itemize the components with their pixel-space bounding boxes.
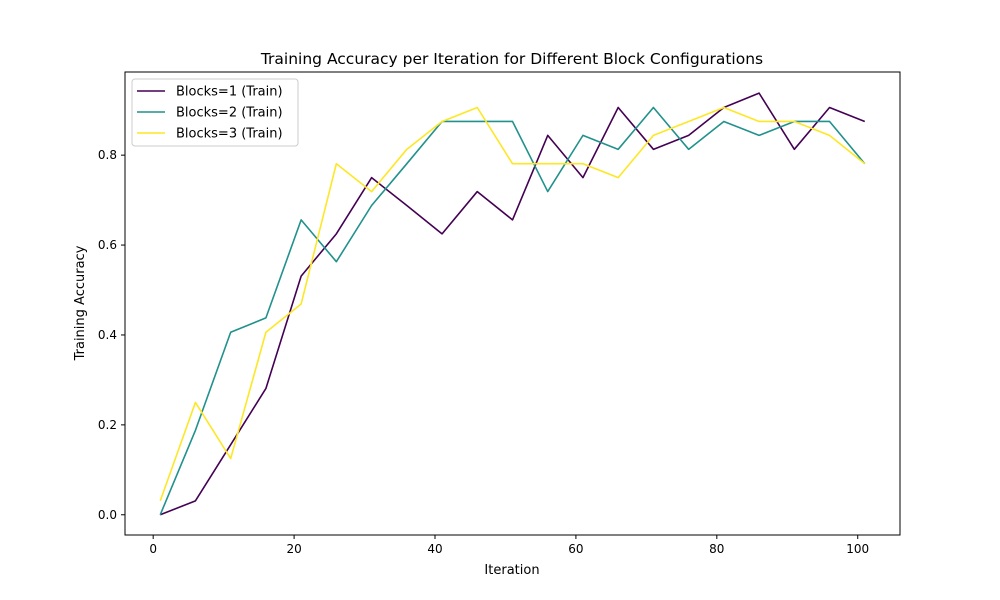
y-tick-label: 0.0 [98, 508, 117, 522]
y-axis: 0.0 0.2 0.4 0.6 0.8 [98, 148, 125, 522]
x-tick-label: 60 [568, 542, 583, 556]
y-tick-label: 0.6 [98, 238, 117, 252]
series-line-3 [159, 106, 866, 502]
y-tick-label: 0.2 [98, 418, 117, 432]
plot-frame [124, 71, 901, 536]
x-tick-label: 100 [846, 542, 869, 556]
y-tick-label: 0.8 [98, 148, 117, 162]
series-line-1 [159, 92, 866, 516]
x-axis-label: Iteration [484, 563, 539, 578]
series-line-2 [159, 106, 866, 516]
x-tick-label: 0 [149, 542, 157, 556]
x-tick-label: 80 [709, 542, 724, 556]
legend: Blocks=1 (Train) Blocks=2 (Train) Blocks=3… [131, 78, 299, 147]
legend-label-1: Blocks=1 (Train) [176, 85, 283, 100]
y-axis-label: Training Accuracy [73, 245, 88, 361]
plot-lines [159, 92, 866, 516]
x-tick-label: 40 [427, 542, 442, 556]
x-tick-label: 20 [286, 542, 301, 556]
legend-box [131, 78, 299, 147]
y-tick-label: 0.4 [98, 328, 117, 342]
legend-label-2: Blocks=2 (Train) [176, 106, 283, 121]
legend-label-3: Blocks=3 (Train) [176, 127, 283, 142]
x-axis: 0 20 40 60 80 100 [149, 535, 869, 556]
chart-title: Training Accuracy per Iteration for Diff… [260, 50, 763, 68]
